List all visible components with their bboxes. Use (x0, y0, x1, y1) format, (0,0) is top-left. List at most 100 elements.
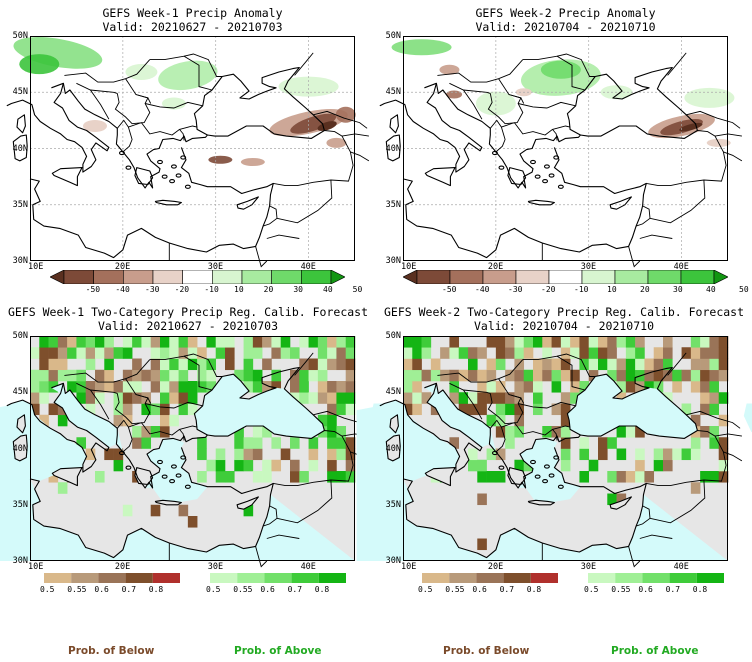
probability-cell (113, 381, 124, 393)
lat-tick-label: 50N (12, 331, 28, 341)
probability-cell (449, 381, 460, 393)
probability-cell (663, 358, 673, 371)
probability-cell (430, 369, 441, 382)
colorbar-tick-label: 0.8 (692, 585, 708, 594)
colorbar-swatch (449, 573, 477, 583)
probability-cell (76, 437, 87, 449)
probability-cell (39, 392, 49, 404)
probability-cell (76, 336, 87, 348)
probability-cell (113, 448, 124, 461)
probability-cell (39, 358, 49, 371)
colorbar-swatch (291, 573, 319, 583)
colorbar-swatch (63, 270, 94, 284)
probability-cell (327, 471, 337, 483)
probability-cell (243, 369, 254, 382)
probability-cell (104, 448, 114, 461)
probability-cell (458, 369, 469, 382)
anomaly-wet-area (19, 54, 60, 75)
probability-cell (85, 358, 96, 371)
probability-cell (579, 347, 590, 359)
probability-cell (700, 358, 710, 371)
probability-cell (523, 347, 534, 359)
lon-tick-label: 40E (300, 562, 316, 572)
probability-cell (468, 369, 478, 382)
probability-cell (468, 347, 478, 359)
probability-cell (178, 392, 189, 404)
probability-cell (122, 403, 133, 416)
probability-cell (160, 392, 170, 404)
probability-cell (345, 392, 356, 404)
probability-cell (421, 347, 432, 359)
probability-cell (187, 381, 198, 393)
probability-cell (718, 392, 729, 404)
probability-cell (681, 347, 692, 359)
probability-cell (67, 369, 77, 382)
probability-cell (598, 437, 608, 449)
probability-cell (635, 347, 645, 359)
colorbar-tick-label: -20 (541, 285, 556, 294)
probability-cell (243, 459, 254, 472)
probability-cell (468, 459, 478, 472)
lon-tick-label: 40E (673, 562, 689, 572)
probability-cell (514, 336, 525, 348)
probability-cell (243, 437, 254, 449)
anomaly-wet-area (684, 87, 735, 108)
probability-cell (336, 392, 347, 404)
probability-cell (76, 369, 87, 382)
probability-cell (160, 426, 170, 438)
colorbar-tick-label: 0.7 (665, 585, 681, 594)
panel1-title-text: GEFS Week-1 Precip Anomaly (102, 6, 283, 20)
colorbar-arrow (713, 270, 728, 284)
probability-cell (327, 347, 337, 359)
colorbar-swatch (642, 573, 670, 583)
probability-cell (104, 336, 114, 348)
probability-cell (560, 437, 571, 449)
probability-cell (477, 347, 487, 359)
probability-cell (421, 336, 432, 348)
lat-tick-label: 50N (12, 31, 28, 41)
anomaly-dry-area (439, 64, 460, 75)
probability-cell (132, 358, 142, 371)
probability-cell (486, 448, 497, 461)
lon-tick-label: 30E (580, 262, 597, 272)
probability-cell (690, 437, 701, 449)
probability-cell (169, 414, 179, 427)
probability-cell (570, 381, 580, 393)
probability-cell (690, 448, 701, 461)
anomaly-wet-area (161, 97, 186, 110)
probability-cell (160, 358, 170, 371)
lat-tick-label: 30N (385, 256, 401, 266)
colorbar-tick-label: -40 (475, 285, 490, 294)
colorbar-tick-label: 40 (706, 285, 716, 294)
probability-cell (412, 369, 422, 382)
colorbar-tick-label: 0.55 (611, 585, 631, 594)
probability-cell (403, 347, 413, 359)
probability-cell (113, 459, 124, 472)
lat-tick-label: 45N (12, 87, 28, 98)
colorbar-tick-label: 20 (263, 285, 274, 294)
probability-cell (598, 347, 608, 359)
probability-cell (635, 381, 645, 393)
anomaly-dry-area (679, 122, 703, 132)
probability-cell (345, 358, 356, 371)
colorbar-swatch (581, 270, 616, 284)
probability-cell (700, 369, 710, 382)
probability-cell (709, 392, 720, 404)
colorbar-tick-label: 10 (607, 285, 617, 294)
probability-cell (39, 414, 49, 427)
probability-cell (542, 358, 552, 371)
colorbar-swatch (482, 270, 517, 284)
probability-cell (607, 358, 617, 371)
probability-cell (308, 392, 319, 404)
colorbar-tick-label: 0.55 (233, 585, 253, 594)
probability-cell (317, 369, 328, 382)
prob-above-label-1: Prob. of Above (234, 645, 322, 657)
probability-cell (48, 403, 59, 416)
probability-cell (48, 347, 59, 359)
probability-cell (551, 369, 562, 382)
probability-cell (178, 381, 189, 393)
probability-cell (178, 504, 189, 517)
probability-cell (169, 369, 179, 382)
probability-cell (579, 358, 590, 371)
probability-cell (588, 336, 599, 348)
